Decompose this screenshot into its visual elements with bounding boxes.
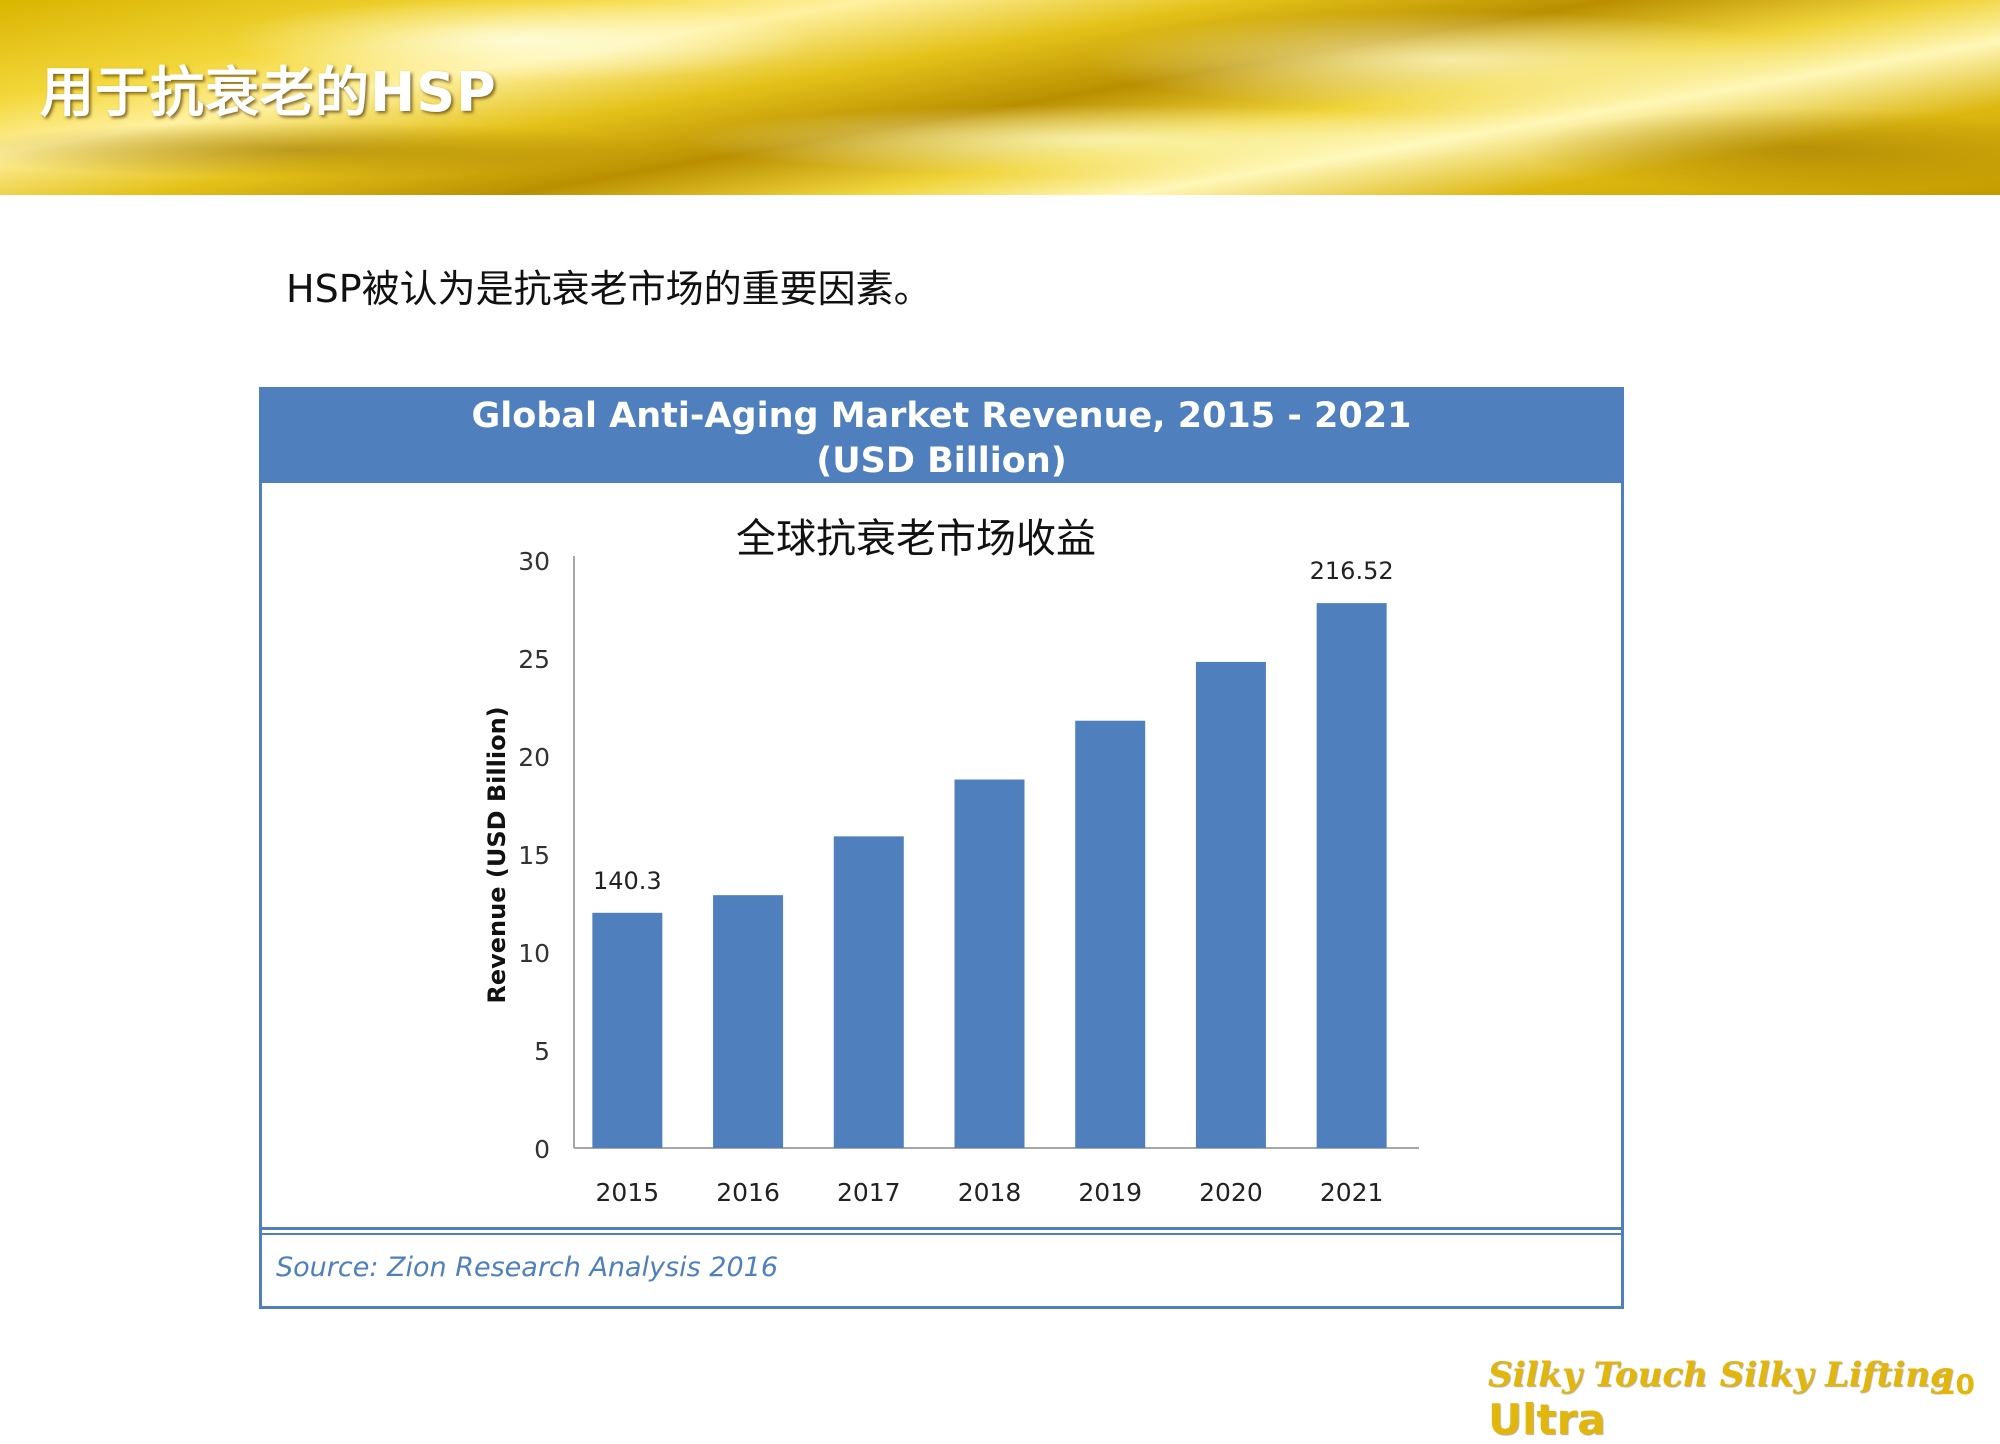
data-label: 140.3 (593, 867, 662, 895)
y-tick-label: 15 (518, 841, 550, 870)
y-tick-label: 30 (518, 547, 550, 576)
footer-brand: Silky Touch Silky Lifting Ultra (1488, 1355, 2000, 1444)
page-number: 10 (1936, 1368, 1975, 1401)
source-divider (262, 1227, 1621, 1230)
chart-title-line2: (USD Billion) (816, 441, 1067, 481)
bar-2018 (954, 779, 1025, 1148)
chart-panel: Global Anti-Aging Market Revenue, 2015 -… (259, 387, 1624, 1309)
bar-chart: 0 5 10 15 20 25 30 Revenue (USD Billion) 2015 140… (483, 547, 1419, 1207)
y-tick-label: 10 (518, 939, 550, 968)
x-tick-label: 2020 (1199, 1178, 1263, 1207)
bar-2020 (1195, 661, 1266, 1148)
bar-2017 (833, 836, 904, 1148)
footer-brand-ultra: Ultra (1488, 1395, 1606, 1444)
bar-2021 (1316, 603, 1387, 1148)
y-tick-label: 5 (534, 1037, 550, 1066)
y-tick-label: 25 (518, 645, 550, 674)
x-tick-label: 2016 (716, 1178, 780, 1207)
bar-2016 (713, 895, 784, 1148)
chart-chinese-title: 全球抗衰老市场收益 (736, 516, 1096, 562)
y-tick-label: 0 (534, 1135, 550, 1164)
chart-source: Source: Zion Research Analysis 2016 (276, 1252, 778, 1283)
bar-2019 (1075, 720, 1146, 1148)
x-tick-label: 2015 (596, 1178, 660, 1207)
footer-brand-text: Silky Touch Silky Lifting (1488, 1355, 1954, 1395)
x-tick-label: 2021 (1320, 1178, 1384, 1207)
x-tick-label: 2019 (1078, 1178, 1142, 1207)
slide-subtitle: HSP被认为是抗衰老市场的重要因素。 (286, 267, 932, 311)
chart-title-line1: Global Anti-Aging Market Revenue, 2015 -… (471, 396, 1412, 436)
x-tick-label: 2017 (837, 1178, 901, 1207)
data-label: 216.52 (1310, 557, 1394, 585)
bar-2015 (592, 912, 663, 1148)
source-divider-inner (262, 1233, 1621, 1235)
x-tick-label: 2018 (958, 1178, 1022, 1207)
slide-title: 用于抗衰老的HSP (40, 61, 497, 124)
title-banner: 用于抗衰老的HSP (0, 0, 2000, 195)
chart-header: Global Anti-Aging Market Revenue, 2015 -… (262, 390, 1621, 483)
y-axis-title: Revenue (USD Billion) (483, 706, 511, 1003)
y-tick-label: 20 (518, 743, 550, 772)
